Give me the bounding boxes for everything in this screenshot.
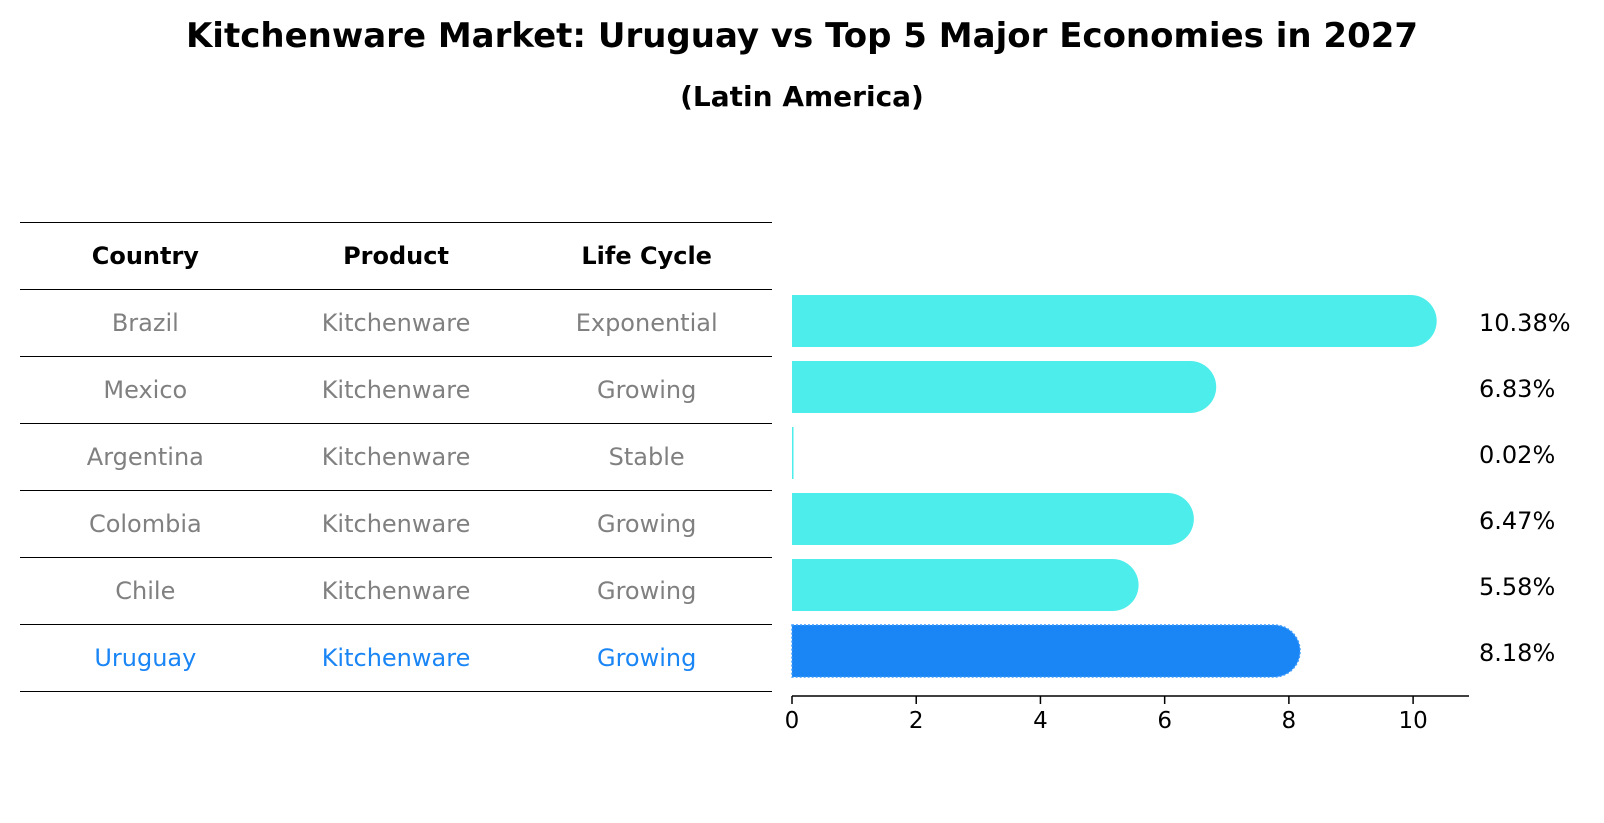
row-life-cycle: Stable — [608, 443, 685, 471]
bar-value-label: 8.18% — [1479, 639, 1555, 667]
table-row: Brazil Kitchenware Exponential — [20, 289, 772, 356]
header-product: Product — [343, 242, 449, 270]
bar-value-label: 6.83% — [1479, 375, 1555, 403]
x-tick-label: 6 — [1157, 708, 1172, 734]
table-row: Mexico Kitchenware Growing — [20, 356, 772, 423]
x-tick-label: 8 — [1282, 708, 1297, 734]
bar-value-label: 5.58% — [1479, 573, 1555, 601]
table-row: Uruguay Kitchenware Growing — [20, 624, 772, 692]
row-product: Kitchenware — [321, 644, 471, 672]
bar-colombia — [792, 493, 1194, 545]
chart-title: Kitchenware Market: Uruguay vs Top 5 Maj… — [185, 16, 1419, 56]
row-product: Kitchenware — [321, 577, 471, 605]
table-header-row: Country Product Life Cycle — [20, 222, 772, 289]
row-life-cycle: Growing — [596, 376, 697, 404]
bar-mexico — [792, 361, 1217, 413]
row-country: Brazil — [111, 309, 179, 337]
bar-brazil — [792, 295, 1437, 347]
row-country: Mexico — [103, 376, 188, 404]
row-life-cycle: Growing — [596, 644, 697, 672]
row-country: Argentina — [86, 443, 204, 471]
bar-value-label: 10.38% — [1479, 309, 1571, 337]
bar-chile — [792, 559, 1139, 611]
x-tick-label: 0 — [785, 708, 800, 734]
header-life-cycle: Life Cycle — [581, 242, 712, 270]
data-table: Country Product Life Cycle Brazil Kitche… — [20, 222, 772, 692]
bar-argentina — [792, 427, 794, 479]
bar-uruguay — [791, 624, 1301, 678]
row-life-cycle: Growing — [596, 510, 697, 538]
row-country: Colombia — [88, 510, 202, 538]
bar-value-label: 0.02% — [1479, 441, 1555, 469]
x-tick-label: 4 — [1033, 708, 1048, 734]
row-product: Kitchenware — [321, 510, 471, 538]
row-product: Kitchenware — [321, 376, 471, 404]
bar-value-label: 6.47% — [1479, 507, 1555, 535]
table-row: Colombia Kitchenware Growing — [20, 490, 772, 557]
row-country: Chile — [115, 577, 176, 605]
row-country: Uruguay — [94, 644, 197, 672]
row-product: Kitchenware — [321, 309, 471, 337]
chart-subtitle: (Latin America) — [680, 80, 924, 113]
table-row: Chile Kitchenware Growing — [20, 557, 772, 624]
x-tick-label: 10 — [1398, 708, 1427, 734]
row-life-cycle: Exponential — [575, 309, 718, 337]
row-product: Kitchenware — [321, 443, 471, 471]
header-country: Country — [91, 242, 199, 270]
table-row: Argentina Kitchenware Stable — [20, 423, 772, 490]
row-life-cycle: Growing — [596, 577, 697, 605]
x-tick-label: 2 — [909, 708, 924, 734]
